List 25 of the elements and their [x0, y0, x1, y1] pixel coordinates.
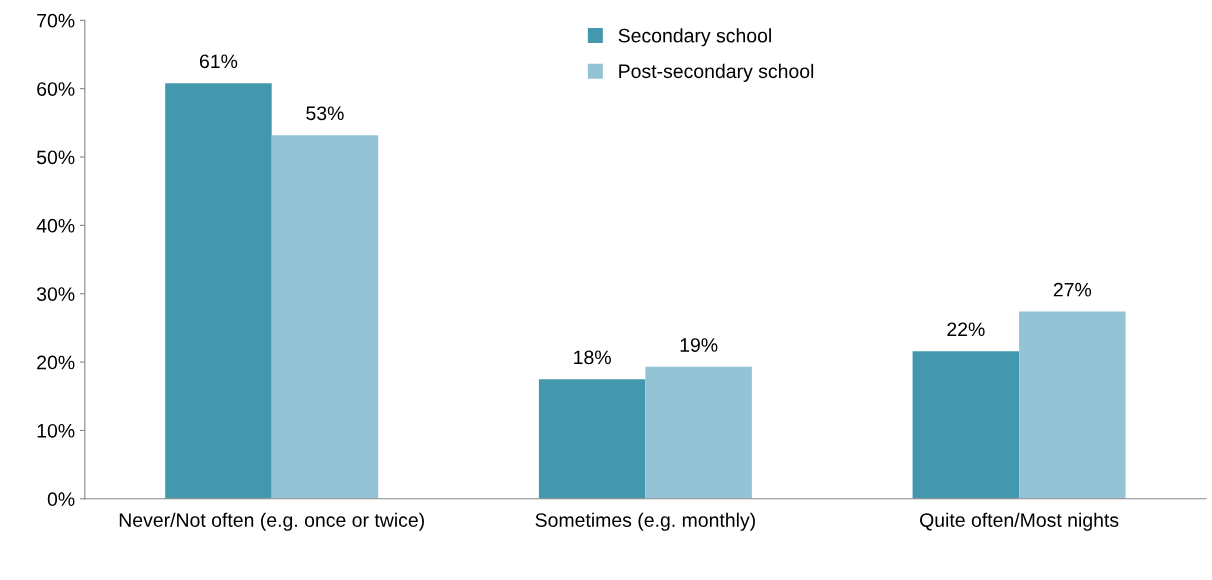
y-tick-label: 20%	[37, 355, 75, 370]
bar	[271, 135, 379, 499]
legend-label: Post-secondary school	[619, 63, 814, 82]
y-tick-label: 0%	[47, 492, 75, 507]
data-label: 22%	[947, 322, 985, 337]
bar	[1019, 311, 1126, 499]
bar	[538, 379, 646, 499]
x-tick-label: Sometimes (e.g. monthly)	[535, 512, 755, 531]
legend-label: Secondary school	[618, 28, 771, 47]
bar	[645, 366, 752, 499]
y-tick-label: 30%	[36, 287, 75, 301]
y-tick-label: 70%	[37, 13, 75, 28]
data-label: 18%	[574, 350, 611, 365]
data-label: 19%	[680, 338, 718, 352]
data-label: 61%	[199, 54, 238, 69]
y-tick-label: 10%	[37, 423, 75, 438]
data-label: 53%	[306, 106, 344, 121]
bar	[165, 83, 272, 499]
data-label: 27%	[1053, 282, 1092, 297]
y-tick-label: 50%	[36, 150, 75, 165]
bar	[912, 351, 1020, 499]
y-tick-label: 40%	[36, 218, 75, 233]
x-tick-label: Quite often/Most nights	[920, 512, 1119, 531]
y-tick-label: 60%	[37, 82, 75, 96]
x-tick-label: Never/Not often (e.g. once or twice)	[119, 512, 424, 531]
